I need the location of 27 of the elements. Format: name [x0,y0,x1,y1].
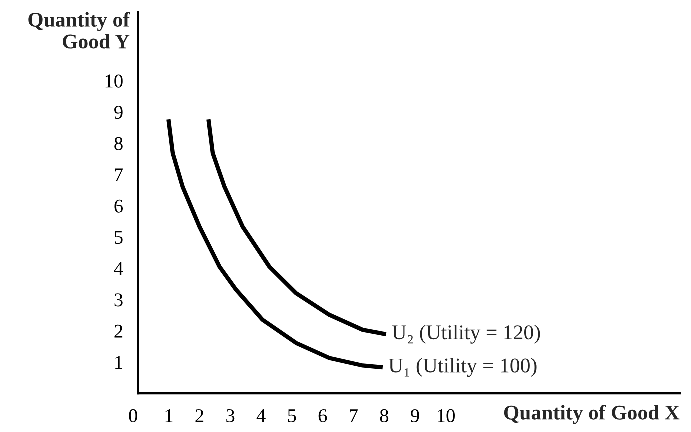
line-series [206,118,388,337]
x-tick-label: 9 [410,409,420,423]
y-tick-label: 3 [114,294,123,307]
x-axis-title: Quantity of Good X [504,404,680,424]
y-tick-label: 7 [115,168,124,182]
x-tick-label: 0 [129,409,138,423]
y-tick-label: 2 [114,324,123,338]
y-tick-label: 1 [116,356,122,370]
annotation: U₁ (Utility = 100) [388,358,537,378]
y-tick-label: 9 [114,106,123,120]
x-tick-label: 2 [196,409,204,422]
y-tick-label: 6 [114,200,124,213]
x-tick-label: 6 [318,409,328,423]
x-tick-label: 4 [256,410,266,422]
y-tick-label: 4 [114,262,124,276]
y-tick-label: 10 [106,74,123,88]
annotation: U₂ (Utility = 120) [392,324,540,344]
x-tick-label: 3 [226,409,235,423]
y-axis-title: Quantity of Good Y [28,12,130,49]
x-tick-label: 10 [438,409,455,423]
line-series [166,118,385,370]
y-tick-label: 8 [114,137,123,150]
x-tick-label: 7 [350,410,358,422]
x-tick-label: 1 [166,409,173,422]
x-tick-label: 5 [288,410,296,423]
y-tick-label: 5 [115,231,123,244]
x-tick-label: 8 [380,409,389,423]
